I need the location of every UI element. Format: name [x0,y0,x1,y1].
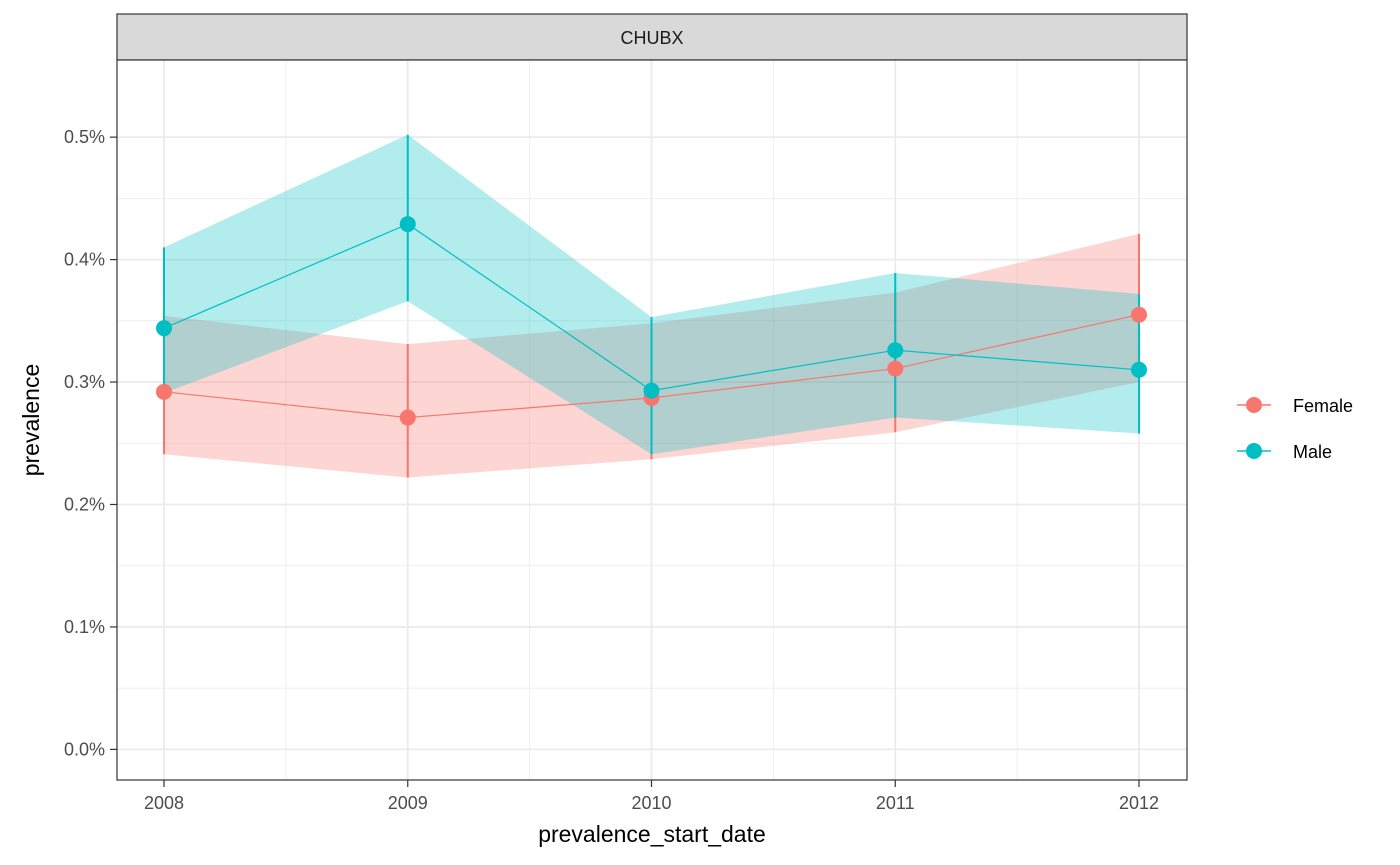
y-axis-title: prevalence [18,364,44,477]
y-tick-label: 0.3% [64,372,105,392]
legend-key-point [1246,443,1262,459]
data-point-female [399,409,416,426]
legend-label: Male [1293,442,1332,462]
x-tick-label: 2009 [388,793,428,813]
facet-strip-label: CHUBX [620,28,683,48]
legend-item-female: Female [1237,396,1353,416]
x-tick-label: 2008 [144,793,184,813]
data-points [156,216,1147,426]
data-point-female [1131,306,1147,323]
x-axis-title: prevalence_start_date [538,821,766,847]
data-point-male [887,342,904,359]
x-tick-label: 2011 [876,793,915,813]
y-tick-label: 0.5% [64,127,105,147]
data-point-female [887,360,904,377]
data-point-male [1131,361,1147,378]
axes: 0.0% 0.1% 0.2% 0.3% 0.4% 0.5% 2008 2009 2010 2011… [64,127,1159,813]
data-point-male [156,320,172,337]
y-tick-label: 0.4% [64,250,105,270]
data-point-male [399,216,416,233]
facet-strip [116,13,1188,61]
legend-key-point [1246,397,1262,413]
x-tick-label: 2010 [631,793,671,813]
legend-label: Female [1293,396,1353,416]
legend-item-male: Male [1237,442,1332,462]
data-point-female [156,383,172,400]
x-tick-label: 2012 [1119,793,1159,813]
data-point-male [643,382,660,399]
y-tick-label: 0.1% [64,617,105,637]
y-tick-label: 0.0% [64,739,105,759]
y-tick-label: 0.2% [64,494,105,514]
legend: Female Male [1237,396,1353,462]
